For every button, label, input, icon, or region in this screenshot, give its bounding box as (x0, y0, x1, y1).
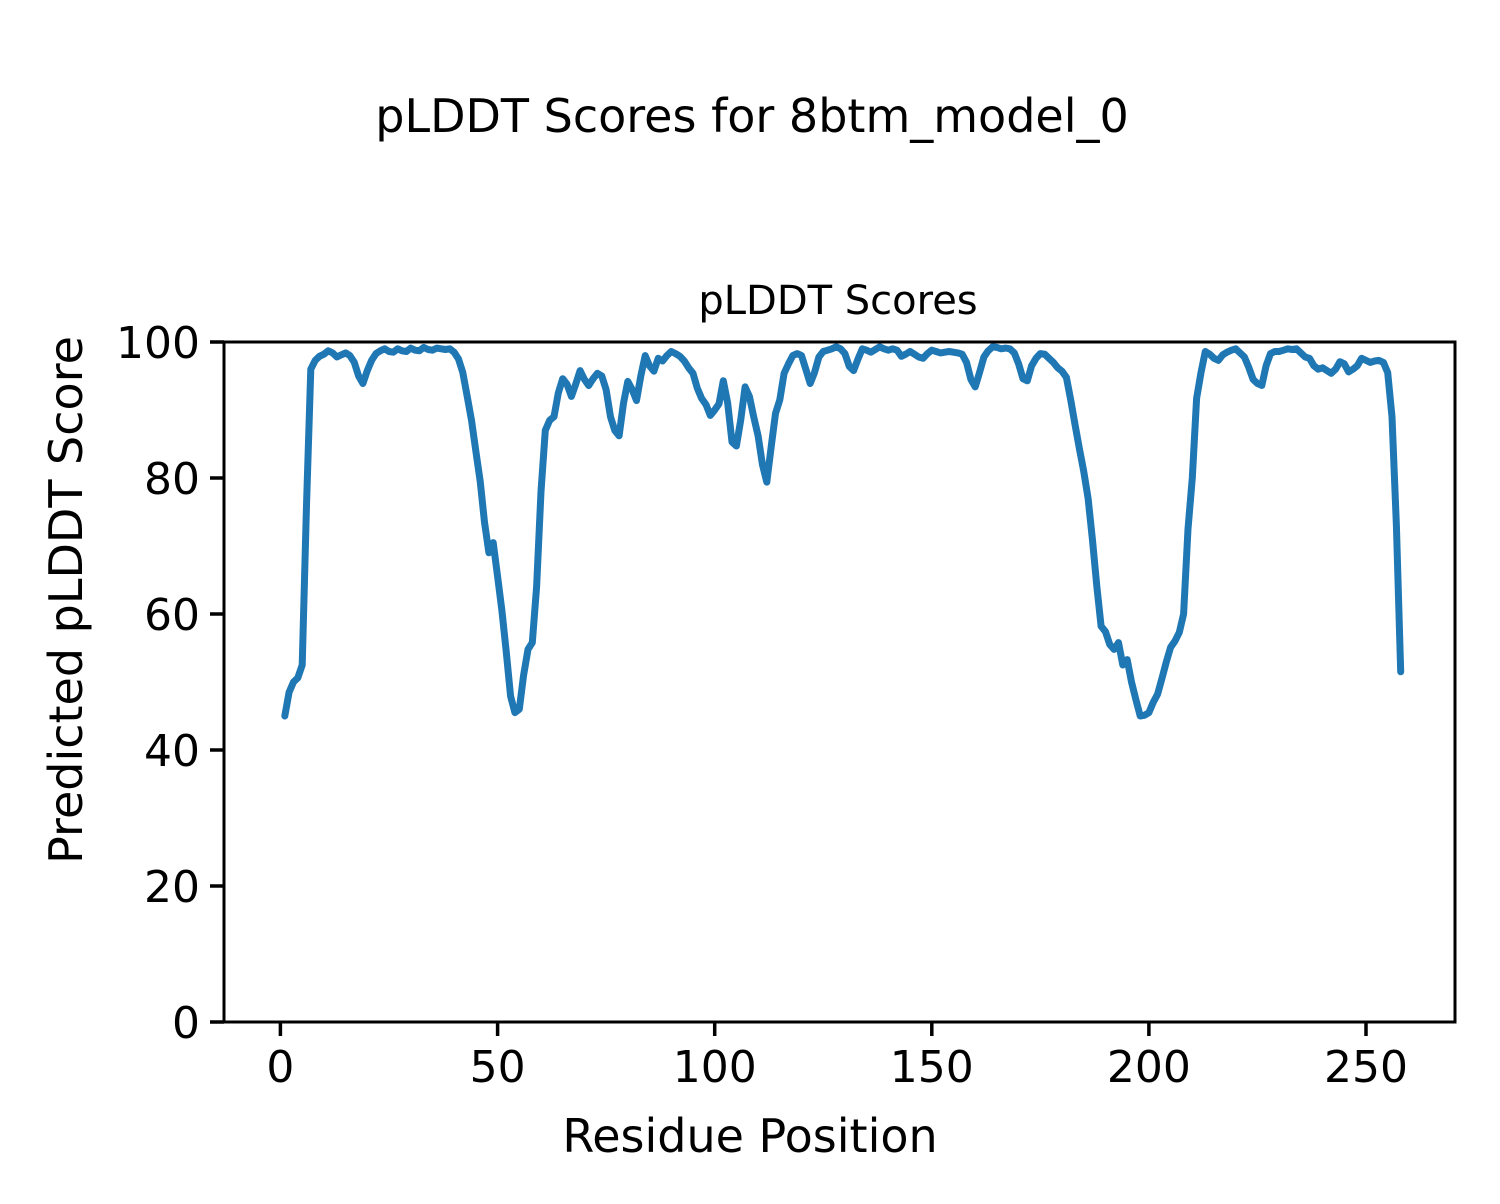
axis-ticks: 0 50 100 150 200 250 0 20 40 60 80 100 (116, 318, 1408, 1093)
x-tick-label: 250 (1324, 1042, 1408, 1093)
x-axis-label: Residue Position (562, 1109, 937, 1163)
x-tick-label: 100 (673, 1042, 757, 1093)
axes-frame (222, 340, 1457, 1024)
y-tick-label: 40 (144, 726, 200, 777)
x-tick-label: 0 (266, 1042, 294, 1093)
figure-title: pLDDT Scores for 8btm_model_0 (375, 89, 1129, 143)
y-tick-label: 100 (116, 318, 200, 369)
x-tick-label: 150 (890, 1042, 974, 1093)
y-axis-label: Predicted pLDDT Score (39, 336, 93, 864)
plddt-series-line (281, 343, 1405, 720)
y-tick-label: 0 (172, 998, 200, 1049)
y-tick-label: 80 (144, 454, 200, 505)
y-tick-label: 60 (144, 590, 200, 641)
x-tick-label: 50 (470, 1042, 526, 1093)
x-tick-label: 200 (1107, 1042, 1191, 1093)
axes-title: pLDDT Scores (698, 278, 977, 324)
y-tick-label: 20 (144, 862, 200, 913)
